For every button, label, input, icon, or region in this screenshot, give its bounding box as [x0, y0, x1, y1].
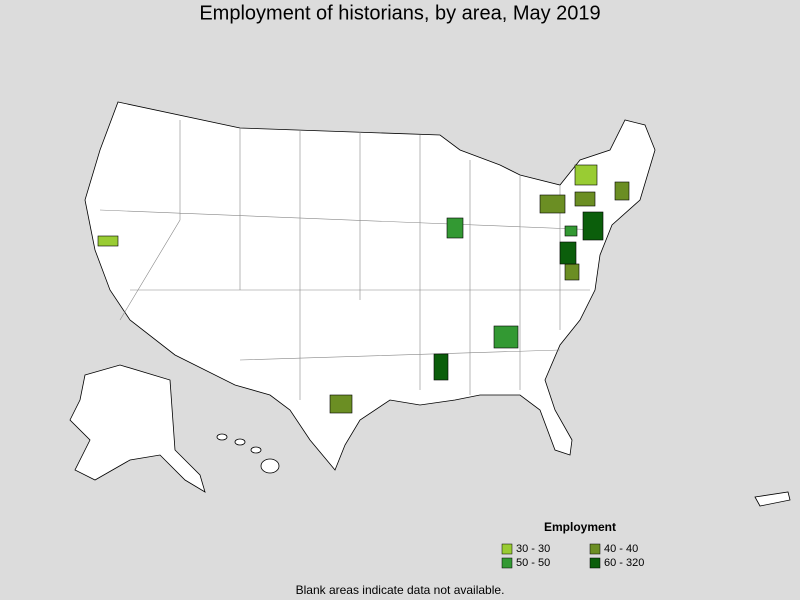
legend: Employment 30 - 30 40 - 40 50 - 50 60 - 320 [501, 520, 644, 569]
area-richmond [564, 263, 580, 281]
note: Blank areas indicate data not available. [296, 583, 505, 597]
map [69, 101, 791, 507]
legend-items: 30 - 30 40 - 40 50 - 50 60 - 320 [501, 543, 644, 569]
area-washington [559, 241, 577, 265]
area-western-ny [539, 194, 566, 214]
alaska [69, 364, 206, 493]
area-austin [329, 394, 353, 414]
area-chicago [446, 217, 464, 239]
data-areas [97, 164, 630, 414]
legend-label: 60 - 320 [604, 557, 644, 569]
legend-swatch [589, 557, 601, 569]
legend-swatch [501, 557, 513, 569]
area-harrisburg [564, 225, 578, 237]
puerto-rico [754, 491, 791, 507]
legend-label: 50 - 50 [516, 557, 550, 569]
map-title: Employment of historians, by area, May 2… [199, 2, 600, 24]
area-jackson [433, 353, 449, 381]
hawaii [216, 433, 280, 474]
area-new-york [582, 211, 604, 241]
legend-swatch [501, 543, 513, 555]
legend-label: 40 - 40 [604, 543, 638, 555]
area-boston [614, 181, 630, 201]
area-atlanta [493, 325, 519, 349]
legend-swatch [589, 543, 601, 555]
area-albany [574, 191, 596, 207]
contiguous-us [84, 101, 656, 471]
area-sacramento [97, 235, 119, 247]
legend-label: 30 - 30 [516, 543, 550, 555]
legend-title: Employment [544, 520, 616, 534]
area-burlington [574, 164, 598, 186]
